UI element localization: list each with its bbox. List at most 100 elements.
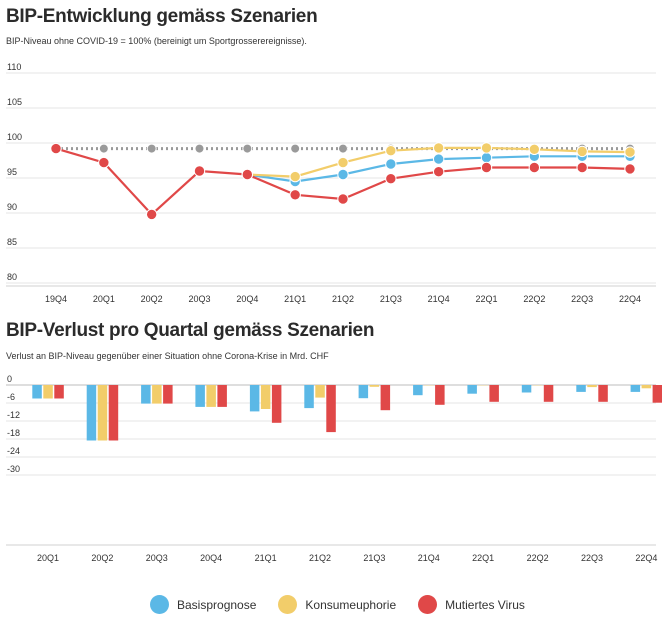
x-tick-label: 20Q2 xyxy=(91,553,113,563)
data-point xyxy=(289,189,301,201)
chart1-subtitle: BIP-Niveau ohne COVID-19 = 100% (bereini… xyxy=(6,36,307,46)
bar xyxy=(141,385,151,404)
bar xyxy=(43,385,53,399)
data-point xyxy=(528,143,541,156)
legend-label-mutiertes-virus: Mutiertes Virus xyxy=(445,597,525,612)
bar xyxy=(489,385,499,402)
y-tick-label: 105 xyxy=(7,97,22,107)
x-tick-label: 22Q2 xyxy=(527,553,549,563)
x-tick-label: 20Q4 xyxy=(200,553,222,563)
chart2-title: BIP-Verlust pro Quartal gemäss Szenarien xyxy=(6,320,375,341)
data-point xyxy=(290,143,301,154)
data-point xyxy=(194,143,205,154)
data-point xyxy=(624,163,636,175)
x-tick-label: 20Q1 xyxy=(93,294,115,304)
bar xyxy=(369,385,380,387)
y-tick-label: 85 xyxy=(7,237,17,247)
x-tick-label: 21Q4 xyxy=(428,294,450,304)
bar xyxy=(413,385,423,396)
x-tick-label: 19Q4 xyxy=(45,294,67,304)
y-tick-label: 100 xyxy=(7,132,22,142)
data-point xyxy=(241,168,254,181)
bar xyxy=(587,385,597,388)
x-tick-label: 20Q3 xyxy=(188,294,210,304)
y-tick-label: 90 xyxy=(7,202,17,212)
chart1-title: BIP-Entwicklung gemäss Szenarien xyxy=(6,6,318,27)
bar xyxy=(260,385,271,409)
y-tick-label: -30 xyxy=(7,464,20,474)
bar xyxy=(206,385,216,407)
x-tick-label: 22Q4 xyxy=(635,553,657,563)
y-tick-label: -18 xyxy=(7,428,20,438)
data-point xyxy=(98,143,109,154)
data-point xyxy=(528,161,541,174)
data-point xyxy=(385,173,397,185)
legend-swatch-basisprognose xyxy=(150,595,169,614)
x-tick-label: 21Q3 xyxy=(363,553,385,563)
x-tick-label: 22Q4 xyxy=(619,294,641,304)
bar xyxy=(652,385,662,403)
y-tick-label: -12 xyxy=(7,410,20,420)
x-tick-label: 21Q4 xyxy=(418,553,440,563)
data-point xyxy=(289,170,301,183)
data-point xyxy=(576,161,588,174)
bar xyxy=(380,385,391,411)
bar xyxy=(521,385,532,393)
data-point xyxy=(432,153,445,165)
legend-label-basisprognose: Basisprognose xyxy=(177,597,257,612)
bar xyxy=(54,385,64,399)
data-point xyxy=(432,142,445,154)
data-point xyxy=(193,165,206,177)
bar xyxy=(152,385,162,404)
y-tick-label: 95 xyxy=(7,167,17,177)
data-point xyxy=(337,156,349,169)
bar xyxy=(358,385,369,399)
bar xyxy=(217,385,227,407)
legend-swatch-mutiertes-virus xyxy=(418,595,438,614)
bar xyxy=(598,385,608,402)
bar xyxy=(108,385,119,441)
bar xyxy=(315,385,325,398)
bar xyxy=(304,385,314,409)
data-point xyxy=(337,193,349,205)
data-point xyxy=(146,143,157,154)
x-tick-label: 22Q1 xyxy=(475,294,497,304)
data-point xyxy=(576,145,588,158)
bar xyxy=(435,385,445,405)
data-point xyxy=(432,166,445,178)
data-point xyxy=(50,142,62,155)
y-tick-label: 0 xyxy=(7,374,12,384)
bar xyxy=(249,385,260,412)
line-chart: 110 105 100 95 90 85 80 19Q4 20Q1 20Q2 20Q3 20Q4 21Q… xyxy=(6,62,656,304)
x-tick-label: 21Q2 xyxy=(332,294,354,304)
x-tick-label: 20Q4 xyxy=(236,294,258,304)
bar xyxy=(195,385,205,407)
legend-item-basisprognose[interactable]: Basisprognose xyxy=(150,595,256,614)
y-tick-label: 80 xyxy=(7,272,17,282)
data-point xyxy=(624,146,636,158)
legend: Basisprognose Konsumeuphorie Mutiertes V… xyxy=(150,595,547,614)
legend-swatch-konsumeuphorie xyxy=(278,595,298,614)
data-point xyxy=(385,145,397,157)
bar xyxy=(32,385,42,399)
legend-label-konsumeuphorie: Konsumeuphorie xyxy=(305,597,397,612)
bar xyxy=(467,385,477,394)
x-tick-label: 22Q3 xyxy=(581,553,603,563)
data-point xyxy=(338,143,348,154)
x-tick-label: 22Q2 xyxy=(523,294,545,304)
x-tick-label: 20Q1 xyxy=(37,553,59,563)
legend-item-mutiertes-virus[interactable]: Mutiertes Virus xyxy=(418,595,525,614)
bar xyxy=(630,385,641,392)
bar xyxy=(543,385,554,402)
data-point xyxy=(480,142,493,154)
bar xyxy=(163,385,173,404)
y-tick-label: -24 xyxy=(7,446,20,456)
data-point xyxy=(337,168,349,181)
x-tick-label: 20Q3 xyxy=(146,553,168,563)
bar xyxy=(271,385,282,423)
legend-item-konsumeuphorie[interactable]: Konsumeuphorie xyxy=(278,595,396,614)
x-tick-label: 21Q1 xyxy=(284,294,306,304)
data-point xyxy=(480,161,493,174)
bar xyxy=(86,385,97,441)
